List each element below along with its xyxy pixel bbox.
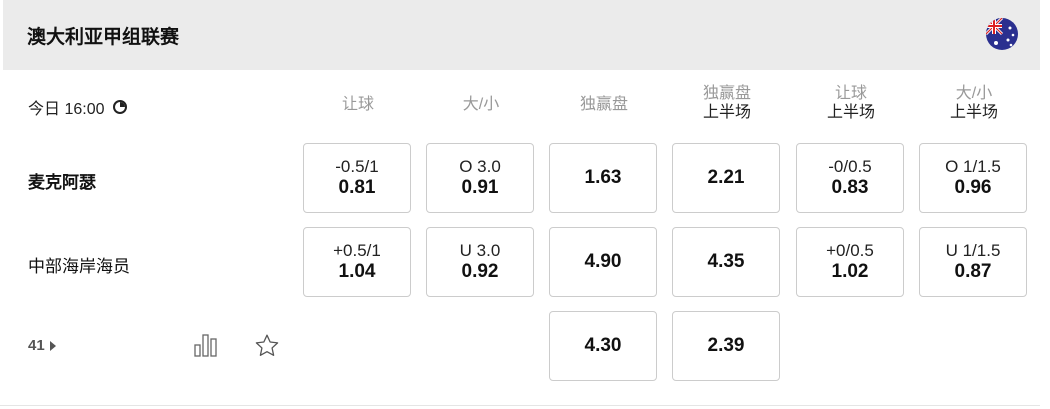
column-header-title: 大/小 <box>462 96 500 113</box>
odds-button[interactable]: 4.90 <box>549 227 657 297</box>
odds-value: 0.96 <box>954 177 992 198</box>
odds-button[interactable]: +0.5/1 1.04 <box>303 227 411 297</box>
odds-button[interactable]: U 1/1.5 0.87 <box>919 227 1027 297</box>
column-header-title: 让球 <box>834 85 867 102</box>
odds-value: 2.39 <box>707 335 745 356</box>
column-header: 独赢盘 <box>549 95 659 114</box>
more-markets-button[interactable]: 41 <box>28 337 56 354</box>
clock-icon <box>112 100 127 114</box>
odds-value: 0.92 <box>461 261 499 282</box>
column-header-title: 独赢盘 <box>579 96 628 113</box>
column-header-title: 让球 <box>341 96 374 113</box>
league-title: 澳大利亚甲组联赛 <box>27 27 180 48</box>
australia-flag-icon <box>986 18 1018 50</box>
caret-right-icon <box>49 340 56 351</box>
odds-line: O 1/1.5 <box>945 157 1001 176</box>
odds-button[interactable]: +0/0.5 1.02 <box>796 227 904 297</box>
column-header-title: 大/小 <box>955 85 993 102</box>
odds-button[interactable]: U 3.0 0.92 <box>426 227 534 297</box>
divider <box>0 405 1040 406</box>
odds-line: +0/0.5 <box>826 241 874 260</box>
match-time-text: 今日 16:00 <box>28 101 105 118</box>
odds-button[interactable]: 2.21 <box>672 143 780 213</box>
odds-line: O 3.0 <box>459 157 501 176</box>
odds-line: +0.5/1 <box>333 241 381 260</box>
odds-value: 0.87 <box>954 261 992 282</box>
odds-line: U 1/1.5 <box>945 241 1001 260</box>
column-header: 让球 <box>303 95 413 114</box>
column-header: 大/小 <box>426 95 536 114</box>
odds-line: -0.5/1 <box>335 157 379 176</box>
odds-value: 4.30 <box>584 335 622 356</box>
column-header: 独赢盘 上半场 <box>672 84 782 122</box>
odds-line: U 3.0 <box>459 241 501 260</box>
more-count: 41 <box>28 337 45 354</box>
odds-button[interactable]: 4.35 <box>672 227 780 297</box>
column-header: 大/小上半场 <box>919 84 1029 122</box>
stats-icon[interactable] <box>193 333 221 359</box>
away-team: 中部海岸海员 <box>28 257 130 276</box>
odds-value: 0.81 <box>338 177 376 198</box>
odds-button[interactable]: -0/0.5 0.83 <box>796 143 904 213</box>
odds-button[interactable]: O 3.0 0.91 <box>426 143 534 213</box>
odds-value: 1.04 <box>338 261 376 282</box>
odds-value: 1.63 <box>584 167 622 188</box>
odds-button[interactable]: 2.39 <box>672 311 780 381</box>
odds-value: 0.91 <box>461 177 499 198</box>
column-header-subtitle: 上半场 <box>949 104 998 121</box>
favorite-star-icon[interactable] <box>254 333 280 359</box>
odds-button[interactable]: -0.5/1 0.81 <box>303 143 411 213</box>
home-team: 麦克阿瑟 <box>28 173 96 192</box>
odds-value: 4.90 <box>584 251 622 272</box>
odds-value: 4.35 <box>707 251 745 272</box>
column-header: 让球 上半场 <box>796 84 906 122</box>
column-header-title: 独赢盘 <box>702 85 751 102</box>
odds-line: -0/0.5 <box>828 157 872 176</box>
column-header-subtitle: 上半场 <box>702 104 751 121</box>
odds-value: 1.02 <box>831 261 869 282</box>
column-header-subtitle: 上半场 <box>826 104 875 121</box>
odds-button[interactable]: 4.30 <box>549 311 657 381</box>
odds-value: 2.21 <box>707 167 745 188</box>
league-header: 澳大利亚甲组联赛 <box>3 0 1040 70</box>
match-time: 今日 16:00 <box>28 95 127 119</box>
odds-button[interactable]: O 1/1.5 0.96 <box>919 143 1027 213</box>
odds-value: 0.83 <box>831 177 869 198</box>
odds-button[interactable]: 1.63 <box>549 143 657 213</box>
